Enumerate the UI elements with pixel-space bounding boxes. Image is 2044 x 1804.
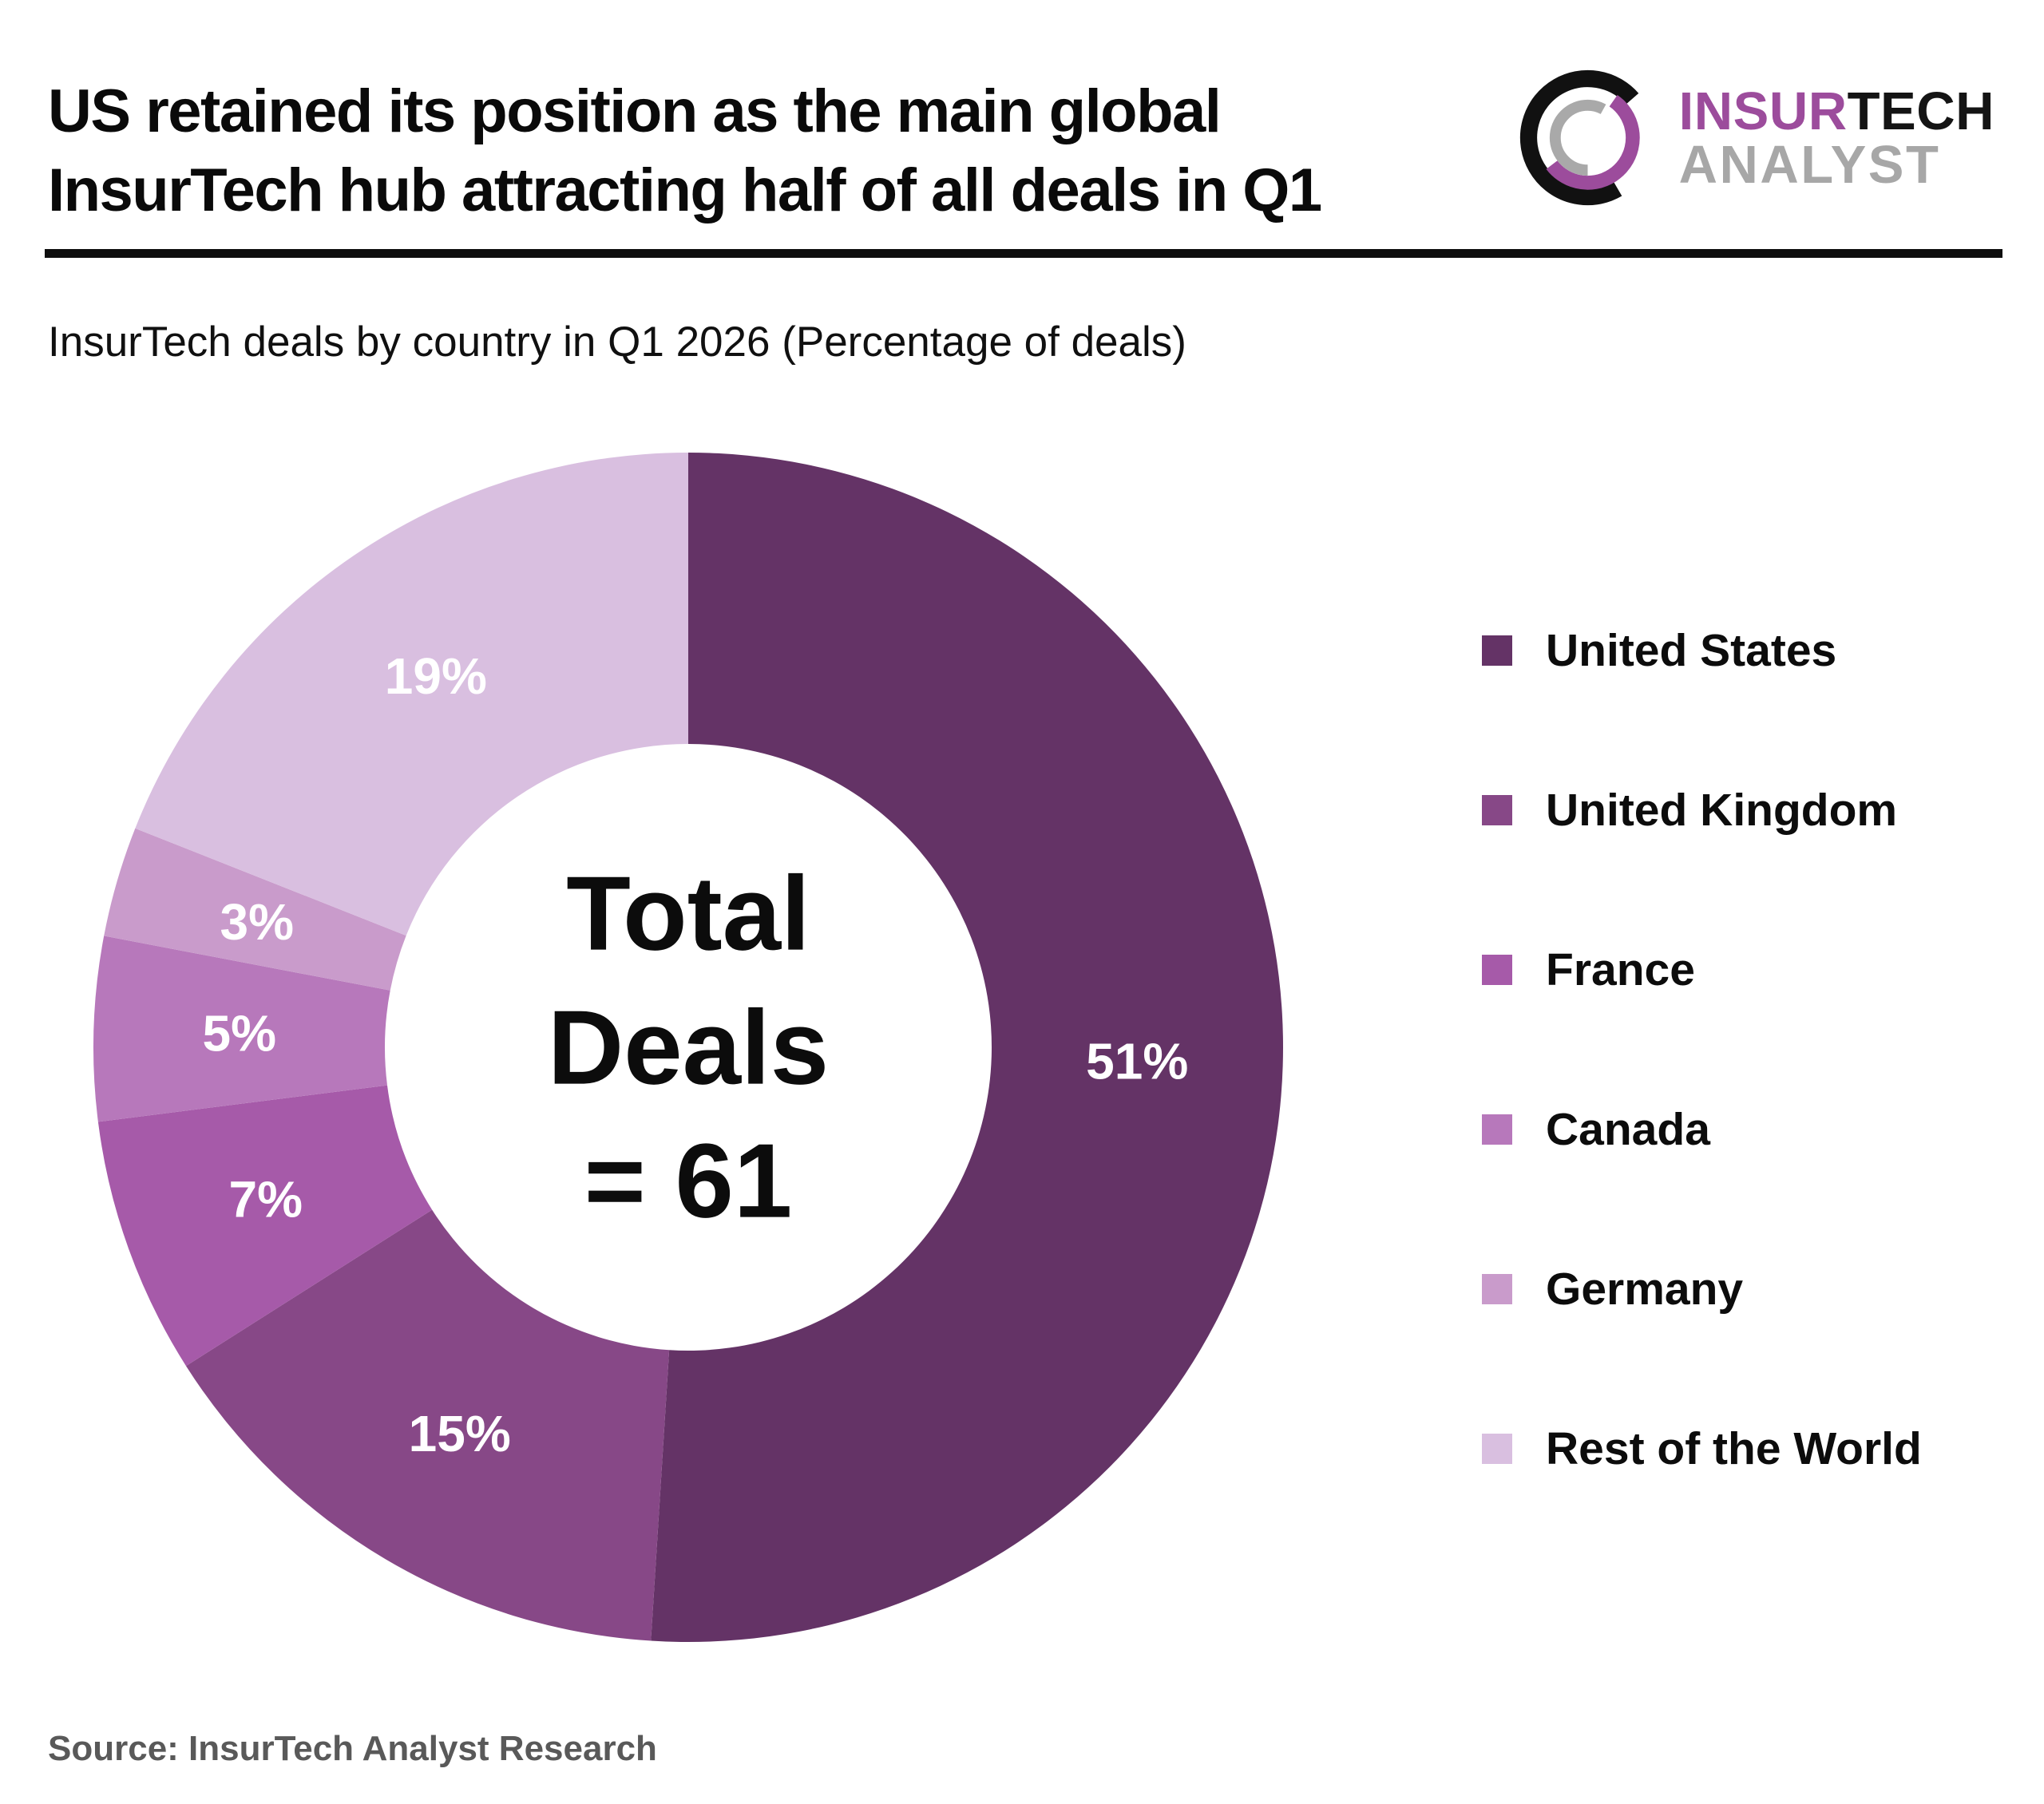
donut-slice-canada [93,936,390,1122]
donut-slice-rest-of-the-world [135,453,688,936]
slice-value-label-germany: 3% [220,893,295,951]
slice-value-label-united-states: 51% [1086,1033,1188,1090]
logo-text-tech: TECH [1847,81,1994,141]
legend-swatch-rest-of-the-world [1482,1434,1512,1464]
logo-wordmark: INSURTECH ANALYST [1679,85,1994,192]
legend-label-canada: Canada [1546,1104,1710,1155]
logo-text-analyst: ANALYST [1678,134,1941,195]
chart-legend: United States United Kingdom France Canada G… [1482,623,1922,1477]
title-line-2: InsurTech hub attracting half of all dea… [48,156,1322,224]
donut-chart-svg: 51% 15% 7% 5% 3% 19% [93,453,1283,1642]
donut-slice-germany [104,828,406,991]
donut-slice-france [97,1085,433,1367]
legend-label-rest-of-the-world: Rest of the World [1546,1423,1922,1474]
legend-swatch-united-kingdom [1482,795,1512,825]
insurtech-analyst-logo: INSURTECH ANALYST [1514,64,1994,212]
legend-swatch-france [1482,955,1512,985]
donut-slice-united-kingdom [185,1209,670,1641]
slice-value-label-canada: 5% [203,1004,277,1062]
legend-swatch-united-states [1482,635,1512,666]
source-note: Source: InsurTech Analyst Research [48,1729,657,1768]
legend-swatch-germany [1482,1274,1512,1304]
legend-item-canada: Canada [1482,1102,1922,1157]
legend-item-rest-of-the-world: Rest of the World [1482,1421,1922,1477]
center-label-line-2: Deals [547,988,830,1106]
center-label-line-1: Total [566,854,810,972]
legend-label-france: France [1546,944,1695,995]
page-title: US retained its position as the main glo… [48,73,1501,231]
logo-text-insur: INSUR [1678,81,1848,141]
chart-subtitle: InsurTech deals by country in Q1 2026 (P… [48,318,1186,366]
slice-value-label-united-kingdom: 15% [409,1405,511,1462]
donut-center-label: Total Deals = 61 [548,847,829,1248]
title-line-1: US retained its position as the main glo… [48,77,1222,145]
legend-item-united-kingdom: United Kingdom [1482,782,1922,838]
divider-line [45,249,2002,258]
slice-value-label-france: 7% [229,1171,303,1228]
donut-chart: 51% 15% 7% 5% 3% 19% Total Deals = 61 [89,449,1287,1646]
legend-label-germany: Germany [1546,1264,1744,1315]
logo-circles-icon [1519,69,1655,206]
legend-item-united-states: United States [1482,623,1922,678]
center-label-line-3: = 61 [584,1122,793,1240]
slice-value-label-rest-of-the-world: 19% [385,647,487,705]
legend-swatch-canada [1482,1114,1512,1145]
legend-item-germany: Germany [1482,1261,1922,1317]
legend-label-united-kingdom: United Kingdom [1546,785,1898,836]
legend-label-united-states: United States [1546,625,1837,676]
legend-item-france: France [1482,942,1922,998]
donut-slice-united-states [651,453,1283,1642]
